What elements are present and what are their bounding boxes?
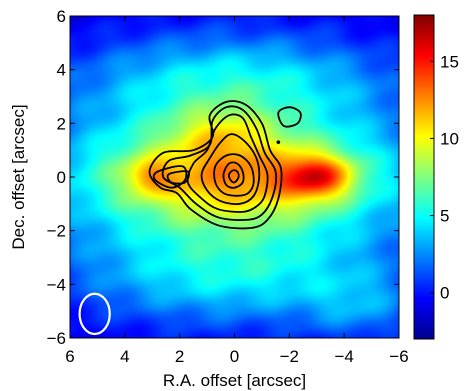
x-tick-label: 0: [230, 347, 239, 366]
y-tick-label: −6: [47, 329, 66, 348]
colorbar-axis: 0 5 10 15: [430, 52, 459, 303]
contour-5: [213, 153, 255, 197]
contour-layer: [148, 100, 302, 230]
x-axis-label: R.A. offset [arcsec]: [163, 371, 306, 390]
contour-4: [200, 133, 261, 205]
y-tick-label: 6: [57, 7, 66, 26]
colorbar-tick-label: 0: [440, 284, 449, 303]
colorbar-tick-label: 10: [440, 129, 459, 148]
colorbar-tick-label: 5: [440, 207, 449, 226]
x-tick-label: 2: [175, 347, 184, 366]
colorbar: 0 5 10 15: [413, 14, 459, 340]
intensity-map: [70, 16, 399, 338]
contour-10: [166, 170, 190, 185]
x-tick-label: 4: [120, 347, 129, 366]
contour-9: [152, 165, 188, 189]
y-tick-label: 0: [57, 168, 66, 187]
y-tick-label: −2: [47, 222, 66, 241]
y-axis-label: Dec. offset [arcsec]: [9, 104, 28, 249]
y-tick-label: −4: [47, 275, 66, 294]
marker-layer: [276, 140, 281, 144]
x-tick-label: −6: [389, 347, 408, 366]
y-axis: 6 4 2 0 −2 −4 −6: [47, 7, 399, 348]
marker-point-1: [276, 140, 281, 144]
colorbar-tick-label: 15: [440, 52, 459, 71]
heatmap-plot: 6 4 2 0 −2 −4 −6 6 4 2 0 −2 −4 −6: [47, 7, 409, 366]
contour-8: [277, 106, 302, 128]
contour-6: [222, 161, 245, 189]
contour-3: [186, 113, 269, 213]
contour-7: [228, 169, 240, 184]
x-tick-label: −4: [334, 347, 353, 366]
x-tick-label: 6: [65, 347, 74, 366]
x-axis: 6 4 2 0 −2 −4 −6: [65, 16, 409, 366]
y-tick-label: 4: [57, 61, 66, 80]
beam-ellipse: [78, 292, 111, 336]
colorbar-gradient: [413, 14, 435, 340]
x-tick-label: −2: [280, 347, 299, 366]
contour-2: [161, 105, 277, 221]
y-tick-label: 2: [57, 114, 66, 133]
